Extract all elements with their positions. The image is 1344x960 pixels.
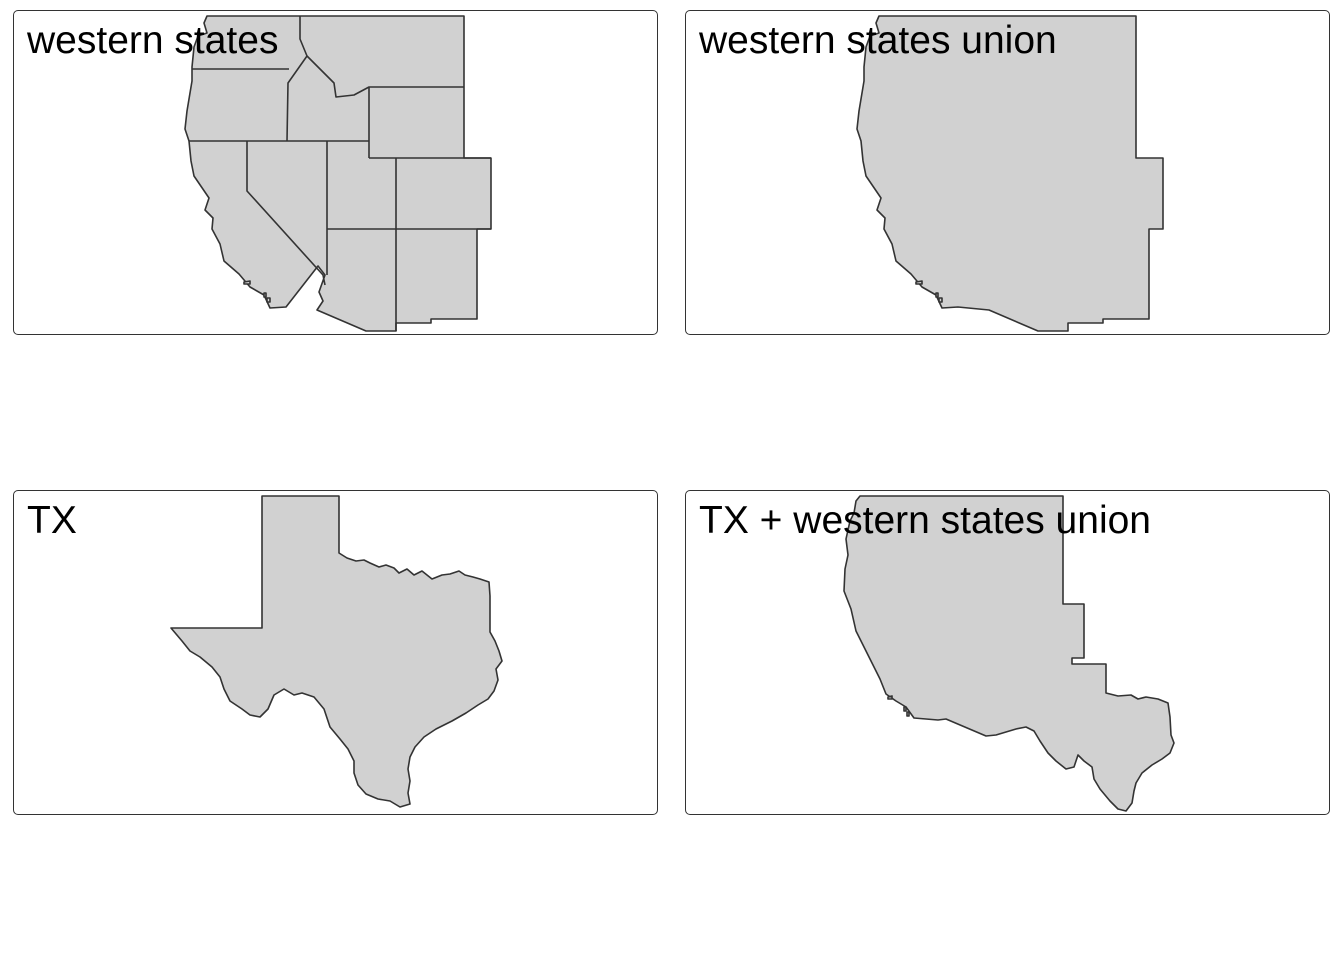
texas-fill [170,495,503,808]
panel-title: western states [27,19,279,62]
panel-tx: TX [13,490,658,815]
western-states-union-fill [856,15,1164,332]
panel-western-states-union: western states union [685,10,1330,335]
channel-islands [243,280,271,303]
panel-western-states: western states [13,10,658,335]
panel-tx-western-states-union: TX + western states union [685,490,1330,815]
channel-islands [887,695,910,717]
panel-title: TX + western states union [699,499,1151,542]
boundary-id [286,16,370,142]
texas-map [170,495,503,808]
channel-islands [915,280,943,303]
boundary-ca-nv [246,141,326,286]
western-states-fill [184,15,492,332]
western-states-map [184,15,492,332]
western-states-union-map [856,15,1164,332]
tx-western-states-union-map [843,495,1175,812]
panel-title: TX [27,499,77,542]
state-boundaries [189,16,491,331]
panel-title: western states union [699,19,1057,62]
tx-western-states-union-fill [843,495,1175,812]
